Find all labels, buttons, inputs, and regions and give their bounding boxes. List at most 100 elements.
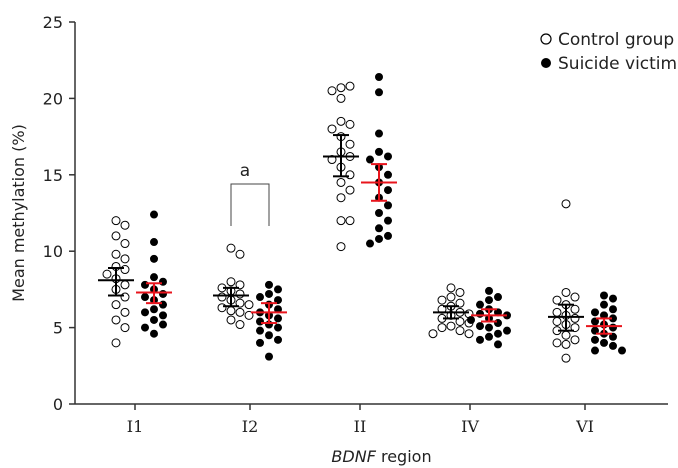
suicide-point <box>375 129 383 138</box>
suicide-point <box>256 293 264 302</box>
control-point <box>120 239 130 249</box>
control-point <box>235 249 245 259</box>
suicide-point <box>384 152 392 161</box>
control-point <box>336 177 346 187</box>
legend: Control group Suicide victims <box>540 30 678 74</box>
suicide-point <box>494 329 502 338</box>
control-point <box>455 316 465 326</box>
y-axis-title: Mean methylation (%) <box>9 124 28 302</box>
suicide-point <box>467 315 475 324</box>
control-point <box>345 185 355 195</box>
control-point <box>336 93 346 103</box>
suicide-point <box>485 296 493 305</box>
control-point <box>336 216 346 226</box>
x-axis-title: BDNF region <box>331 447 431 466</box>
suicide-point <box>485 323 493 332</box>
control-point <box>437 295 447 305</box>
suicide-point <box>494 308 502 317</box>
suicide-point <box>274 335 282 344</box>
x-tick-label: IV <box>461 417 479 436</box>
suicide-point <box>274 314 282 323</box>
suicide-point <box>476 335 484 344</box>
significance-annotations: a <box>230 161 270 226</box>
control-point <box>120 307 130 317</box>
control-point <box>561 330 571 340</box>
y-tick-label: 0 <box>53 395 63 414</box>
suicide-point <box>591 308 599 317</box>
significance-label: a <box>240 161 250 181</box>
control-point <box>102 269 112 279</box>
suicide-point <box>600 300 608 309</box>
suicide-point <box>591 346 599 355</box>
y-tick-label: 5 <box>53 319 63 338</box>
significance-bracket <box>230 183 270 226</box>
control-point <box>226 315 236 325</box>
suicide-point <box>494 319 502 328</box>
suicide-point <box>274 285 282 294</box>
suicide-point <box>141 293 149 302</box>
control-point <box>226 306 236 316</box>
y-tick-label: 10 <box>43 242 63 261</box>
control-point <box>244 310 254 320</box>
y-ticks: 0 5 10 15 20 25 <box>43 13 75 414</box>
control-point <box>446 283 456 293</box>
control-point <box>570 335 580 345</box>
control-point <box>464 329 474 339</box>
x-axis: I1 I2 II IV VI <box>75 403 668 436</box>
suicide-point <box>256 326 264 335</box>
suicide-point <box>150 329 158 338</box>
legend-marker-suicide <box>541 58 551 68</box>
control-point <box>552 338 562 348</box>
suicide-point <box>150 254 158 263</box>
suicide-point <box>476 322 484 331</box>
x-tick-label: VI <box>575 417 594 436</box>
x-tick-label: II <box>354 417 367 436</box>
control-point <box>327 124 337 134</box>
control-point <box>455 298 465 308</box>
suicide-point <box>591 335 599 344</box>
suicide-point <box>141 280 149 289</box>
control-point <box>244 300 254 310</box>
control-point <box>336 193 346 203</box>
control-point <box>570 323 580 333</box>
control-point <box>120 292 130 302</box>
control-point <box>345 170 355 180</box>
legend-label-suicide: Suicide victims <box>558 54 678 74</box>
suicide-point <box>485 286 493 295</box>
suicide-point <box>159 320 167 329</box>
control-point <box>235 320 245 330</box>
suicide-point <box>591 326 599 335</box>
legend-label-control: Control group <box>558 30 674 50</box>
y-axis: 0 5 10 15 20 25 <box>43 13 76 414</box>
x-tick-label: I1 <box>127 417 144 436</box>
control-point <box>345 81 355 91</box>
suicide-point <box>609 305 617 314</box>
control-point <box>217 292 227 302</box>
x-axis-title-rest: region <box>376 447 432 466</box>
control-point <box>111 338 121 348</box>
suicide-point <box>150 210 158 219</box>
suicide-point <box>375 73 383 82</box>
y-tick-label: 20 <box>43 89 63 108</box>
control-point <box>327 86 337 96</box>
control-point <box>235 298 245 308</box>
suicide-point <box>609 294 617 303</box>
control-point <box>552 307 562 317</box>
y-tick-label: 25 <box>43 13 63 32</box>
suicide-point <box>256 338 264 347</box>
control-point <box>455 287 465 297</box>
control-point <box>120 323 130 333</box>
suicide-point <box>159 311 167 320</box>
control-point <box>345 139 355 149</box>
control-point <box>235 307 245 317</box>
suicide-point <box>375 209 383 217</box>
suicide-point <box>600 311 608 320</box>
suicide-point <box>494 293 502 302</box>
control-point <box>235 289 245 299</box>
control-point <box>336 242 346 252</box>
control-point <box>446 292 456 302</box>
suicide-point <box>600 291 608 300</box>
suicide-point <box>503 326 511 335</box>
control-point <box>226 277 236 287</box>
